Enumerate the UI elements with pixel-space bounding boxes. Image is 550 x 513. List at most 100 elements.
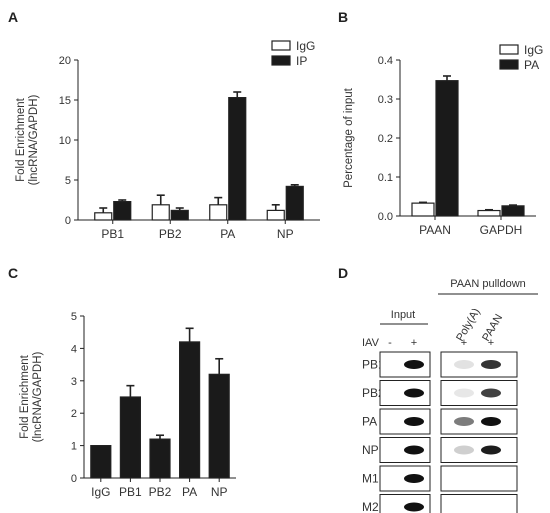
chart-b-y-tick-label: 0.3 (378, 94, 393, 106)
chart-a-legend-label: IgG (296, 39, 315, 53)
blot-band (404, 445, 424, 455)
chart-a-legend-swatch (271, 55, 291, 66)
blot-row-label: PB1 (362, 358, 385, 372)
panel-letter-c: C (8, 265, 18, 281)
chart-a-y-tick-label: 0 (65, 215, 71, 227)
chart-c-category-label: IgG (91, 485, 110, 499)
blot-band (454, 360, 474, 369)
chart-c-y-tick-label: 4 (71, 343, 77, 355)
blot-band (404, 388, 424, 398)
chart-b-y-tick-label: 0.2 (378, 133, 393, 145)
chart-b-bar (411, 202, 435, 217)
chart-c-bar (119, 396, 142, 479)
chart-b-y-tick-label: 0.0 (378, 211, 393, 223)
blot-band (481, 445, 501, 455)
chart-c-category-label: PA (182, 485, 197, 499)
chart-a-bar (285, 185, 304, 221)
chart-b-y-axis-title: Percentage of input (343, 87, 355, 188)
chart-a-y-axis-subtitle: (lncRNA/GAPDH) (28, 94, 40, 185)
blot-row-label: M2 (362, 500, 379, 513)
pulldown-blot-box (440, 437, 518, 463)
blot-band (481, 417, 501, 426)
iav-label: IAV (362, 337, 380, 349)
chart-a-bar (113, 201, 132, 221)
chart-b-bar (477, 209, 501, 217)
pulldown-blot-box (440, 380, 518, 406)
chart-b-legend-label: IgG (524, 43, 543, 57)
chart-a-bar (151, 204, 170, 221)
iav-sign: + (411, 337, 417, 349)
chart-a-bar (266, 209, 285, 221)
iav-sign: + (488, 337, 494, 349)
chart-b-category-label: PAAN (419, 223, 451, 237)
chart-c-bar (208, 373, 230, 479)
blot-band (404, 360, 424, 369)
pulldown-blot-box (440, 465, 518, 492)
chart-a-category-label: PB2 (159, 227, 182, 241)
lane-label: Poly(A) (454, 306, 482, 343)
iav-sign: - (388, 337, 392, 349)
blot-row-label: PB2 (362, 386, 385, 400)
chart-c-y-tick-label: 0 (71, 473, 77, 485)
chart-c-bar (90, 445, 112, 479)
western-blot-panel: PAAN pulldown Input Poly(A)PAAN- + + + IAV … (362, 278, 538, 513)
blot-band (454, 445, 474, 455)
chart-c-bar (179, 341, 201, 479)
blot-band (404, 502, 424, 512)
chart-c-bar (149, 438, 171, 479)
chart-b-bar (435, 80, 459, 217)
chart-c-category-label: PB2 (149, 485, 172, 499)
panel-letter-b: B (338, 9, 348, 25)
blot-rows: PB1 PB2 PA NP M1 M2 (362, 351, 518, 513)
chart-a-legend-swatch (271, 40, 291, 51)
chart-a-y-axis-title: Fold Enrichment (15, 97, 27, 182)
blot-band (454, 388, 474, 398)
chart-b-bar (501, 205, 525, 217)
chart-b-category-label: GAPDH (480, 223, 523, 237)
chart-a-category-label: NP (277, 227, 294, 241)
pulldown-header: PAAN pulldown (450, 278, 526, 290)
chart-a-category-label: PA (220, 227, 235, 241)
chart-c-y-axis-title: Fold Enrichment (19, 354, 31, 439)
chart-a-bar (209, 204, 228, 221)
chart-a-y-tick-label: 20 (59, 55, 71, 67)
pulldown-blot-box (440, 408, 518, 435)
blot-row-label: NP (362, 443, 379, 457)
chart-c: 0 1 2 3 4 5 Fold Enrichment (lncRNA/GAPDH) IgG PB… (19, 311, 236, 499)
blot-row-label: PA (362, 415, 377, 429)
blot-band (404, 417, 424, 426)
chart-c-category-label: PB1 (119, 485, 142, 499)
chart-c-y-axis-subtitle: (lncRNA/GAPDH) (32, 351, 44, 442)
chart-c-y-tick-label: 1 (71, 441, 77, 453)
chart-a-bar (228, 96, 247, 221)
iav-sign: + (461, 337, 467, 349)
blot-row-label: M1 (362, 472, 379, 486)
chart-b-legend-swatch (499, 44, 519, 55)
blot-band (454, 417, 474, 426)
chart-c-category-label: NP (211, 485, 228, 499)
input-blot-box (379, 494, 431, 513)
chart-a: 0 5 10 15 20 Fold Enrichment (lncRNA/GAPDH) PB1… (15, 39, 320, 241)
chart-c-y-tick-label: 3 (71, 376, 77, 388)
chart-a-legend-label: IP (296, 54, 307, 68)
blot-band (404, 474, 424, 483)
chart-c-y-tick-label: 5 (71, 311, 77, 323)
chart-a-y-tick-label: 10 (59, 135, 71, 147)
chart-a-y-tick-label: 15 (59, 95, 71, 107)
pulldown-blot-box (440, 351, 518, 378)
pulldown-blot-box (440, 494, 518, 513)
chart-a-bar (94, 212, 113, 221)
chart-b-y-tick-label: 0.4 (378, 55, 393, 67)
chart-b-legend-label: PA (524, 58, 539, 72)
chart-a-bar (170, 209, 189, 221)
panel-letter-a: A (8, 9, 18, 25)
panel-letter-d: D (338, 265, 348, 281)
chart-b-legend-swatch (499, 59, 519, 70)
chart-b-y-tick-label: 0.1 (378, 172, 393, 184)
blot-band (481, 360, 501, 369)
chart-a-category-label: PB1 (101, 227, 124, 241)
chart-c-y-tick-label: 2 (71, 408, 77, 420)
chart-a-y-tick-label: 5 (65, 175, 71, 187)
chart-b: 0.0 0.1 0.2 0.3 0.4 Percentage of input PAAN GA… (343, 43, 543, 237)
